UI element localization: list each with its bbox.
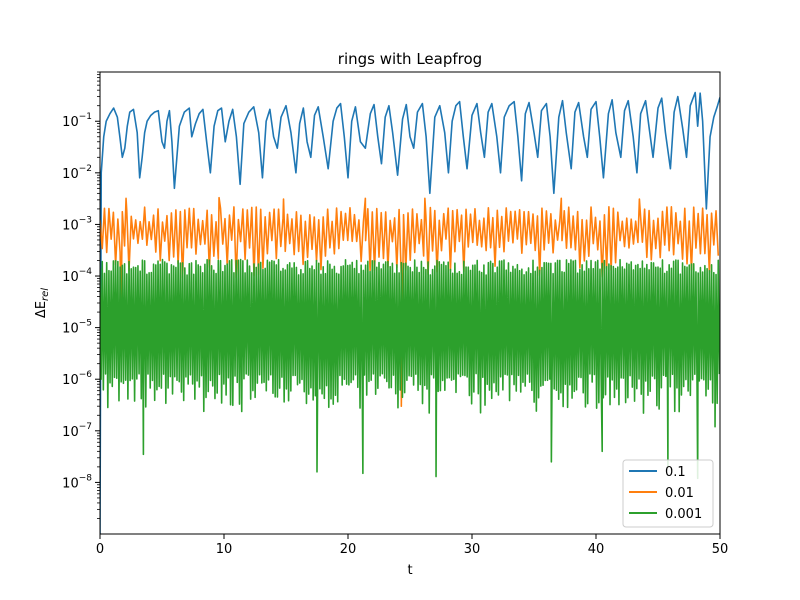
- legend-label-0-1: 0.1: [665, 465, 686, 480]
- x-tick-label: 20: [340, 542, 357, 557]
- chart-title: rings with Leapfrog: [338, 50, 482, 68]
- legend: 0.1 0.01 0.001: [622, 459, 714, 528]
- series-line-0-1: [100, 91, 720, 534]
- y-tick-label: 10−7: [62, 422, 92, 440]
- y-tick-label: 10−4: [62, 267, 92, 285]
- y-tick-label: 10−5: [62, 319, 92, 337]
- x-tick-label: 10: [216, 542, 233, 557]
- legend-box: [622, 459, 714, 528]
- ticks-layer: 0 10 20 30 40 50 10−8 10−7 10−6 10−5 10−4 10−3 10−2 1…: [62, 71, 729, 557]
- y-axis-label: ΔErel: [34, 288, 51, 318]
- x-axis-label: t: [407, 563, 412, 578]
- series-layer: [100, 91, 720, 534]
- series-line-0-001: [100, 258, 720, 480]
- x-tick-label: 50: [712, 542, 729, 557]
- y-tick-label: 10−3: [62, 215, 92, 233]
- y-axis-label-sub: rel: [40, 288, 51, 301]
- y-tick-label: 10−8: [62, 473, 92, 491]
- x-tick-label: 0: [96, 542, 104, 557]
- x-tick-label: 40: [588, 542, 605, 557]
- x-tick-label: 30: [464, 542, 481, 557]
- y-axis-label-base: ΔE: [34, 301, 49, 318]
- legend-label-0-001: 0.001: [665, 507, 702, 522]
- y-tick-label: 10−6: [62, 370, 92, 388]
- legend-label-0-01: 0.01: [665, 486, 694, 501]
- y-tick-label: 10−2: [62, 164, 92, 182]
- y-tick-label: 10−1: [62, 112, 92, 130]
- plot-frame: [99, 71, 721, 535]
